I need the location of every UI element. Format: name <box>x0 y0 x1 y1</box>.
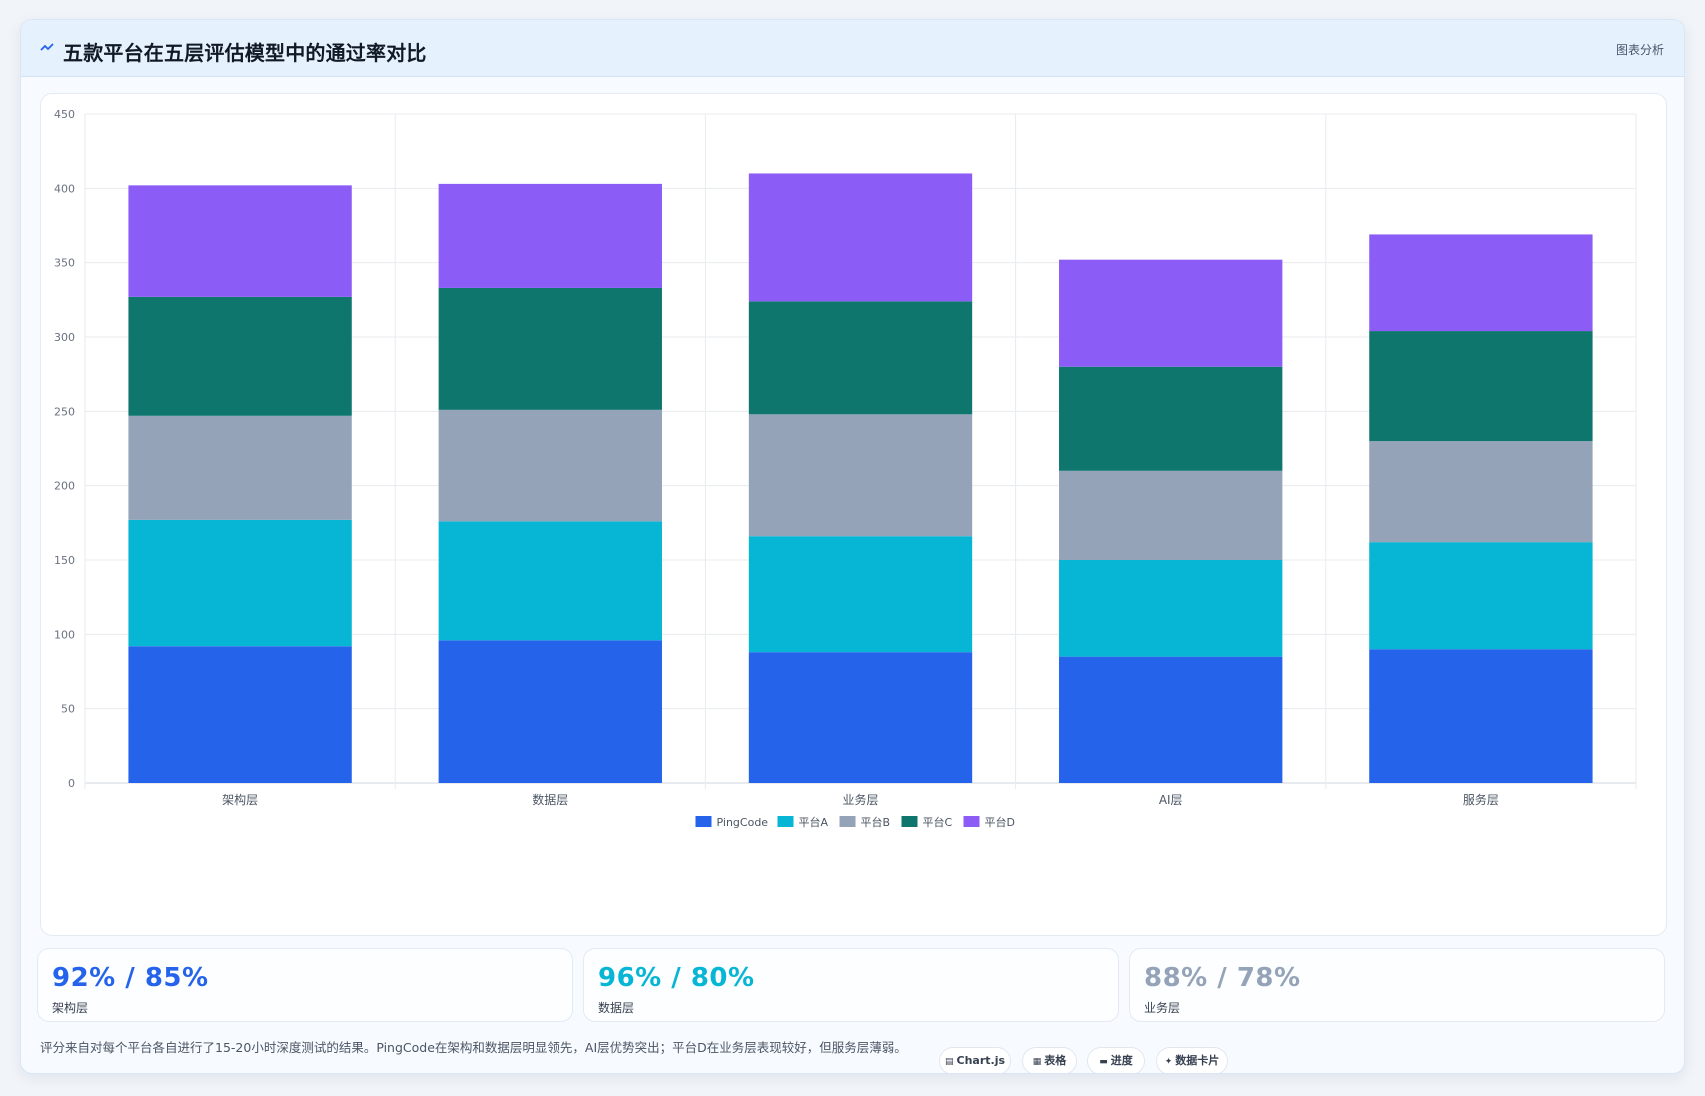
x-tick-label: 架构层 <box>222 792 258 807</box>
chart-card: 0 50 100 150 200 250 300 350 400 450 架构层 数据层 业务层 AI层 服… <box>40 93 1667 936</box>
bar-segment <box>128 646 352 783</box>
legend-swatch <box>695 816 712 827</box>
y-tick-label: 100 <box>54 628 75 641</box>
badge-progress[interactable]: ▬ 进度 <box>1087 1047 1145 1073</box>
bar-segment <box>1059 656 1283 783</box>
stat-label: 架构层 <box>52 1001 89 1015</box>
stat-value: 96% / 80% <box>598 963 755 993</box>
bar-segment <box>748 173 973 302</box>
chart-icon: ▤ <box>944 1057 954 1067</box>
y-tick-label: 50 <box>61 703 75 716</box>
y-tick-label: 250 <box>54 405 75 418</box>
x-tick-label: 数据层 <box>532 792 568 807</box>
bar-segment <box>128 519 352 647</box>
stat-value: 92% / 85% <box>52 963 209 993</box>
legend-label: 平台B <box>861 815 891 829</box>
bar-segment <box>128 415 352 520</box>
x-tick-label: AI层 <box>1159 793 1183 807</box>
bar-segment <box>1369 542 1593 650</box>
stat-card-data: 96% / 80% 数据层 <box>583 948 1119 1022</box>
bar-segment <box>1059 560 1283 657</box>
card-icon: ✦ <box>1164 1057 1173 1067</box>
stat-label: 数据层 <box>598 1001 635 1015</box>
bar-segment <box>438 521 662 641</box>
legend-swatch <box>901 816 918 827</box>
legend-swatch <box>963 816 980 827</box>
legend-swatch <box>777 816 794 827</box>
bar-segment <box>1059 366 1283 471</box>
y-tick-label: 300 <box>54 331 75 344</box>
panel-tag: 图表分析 <box>1615 43 1664 57</box>
stat-card-architecture: 92% / 85% 架构层 <box>37 948 573 1022</box>
legend-label: 平台A <box>799 815 829 829</box>
badge-label: Chart.js <box>956 1054 1006 1067</box>
y-tick-label: 200 <box>54 480 75 493</box>
panel-header: 五款平台在五层评估模型中的通过率对比 图表分析 <box>21 20 1684 77</box>
footnote: 评分来自对每个平台各自进行了15-20小时深度测试的结果。PingCode在架构… <box>40 1040 907 1055</box>
badge-chartjs[interactable]: ▤ Chart.js <box>939 1047 1011 1073</box>
trend-icon <box>40 42 54 54</box>
chart-panel: 五款平台在五层评估模型中的通过率对比 图表分析 0 50 100 150 200 250 3… <box>20 19 1685 1074</box>
page-title: 五款平台在五层评估模型中的通过率对比 <box>63 41 427 65</box>
stat-label: 业务层 <box>1144 1001 1181 1015</box>
bar-segment <box>1059 470 1283 560</box>
badge-label: 进度 <box>1110 1054 1133 1067</box>
bar-segment <box>748 414 973 537</box>
bar-segment <box>438 287 662 410</box>
stat-card-business: 88% / 78% 业务层 <box>1129 948 1665 1022</box>
bar-segment <box>438 640 662 783</box>
bar-segment <box>1369 331 1593 442</box>
bar-segment <box>128 296 352 416</box>
bar-segment <box>748 652 973 783</box>
bar-segment <box>1059 259 1283 367</box>
y-tick-label: 150 <box>54 554 75 567</box>
bar-segment <box>128 185 352 297</box>
bar-segment <box>1369 441 1593 543</box>
progress-icon: ▬ <box>1099 1057 1108 1067</box>
legend-label: 平台C <box>923 815 953 829</box>
legend-label: PingCode <box>717 816 769 829</box>
y-tick-label: 0 <box>68 777 75 790</box>
bar-segment <box>1369 234 1593 332</box>
bar-segment <box>748 301 973 415</box>
bar-segment <box>1369 649 1593 783</box>
bar-segment <box>438 183 662 288</box>
x-tick-label: 业务层 <box>842 792 878 807</box>
badge-label: 表格 <box>1044 1054 1067 1067</box>
bar-segment <box>438 409 662 522</box>
table-icon: ▦ <box>1032 1057 1042 1067</box>
badge-data-card[interactable]: ✦ 数据卡片 <box>1156 1047 1228 1073</box>
badge-table[interactable]: ▦ 表格 <box>1022 1047 1077 1073</box>
stacked-bar-chart: 0 50 100 150 200 250 300 350 400 450 架构层 数据层 业务层 AI层 服… <box>54 108 1637 829</box>
y-tick-label: 350 <box>54 257 75 270</box>
x-tick-label: 服务层 <box>1463 792 1499 807</box>
y-tick-label: 400 <box>54 182 75 195</box>
legend-swatch <box>839 816 856 827</box>
y-tick-label: 450 <box>54 108 75 121</box>
badge-label: 数据卡片 <box>1175 1054 1220 1067</box>
stat-value: 88% / 78% <box>1144 963 1301 993</box>
bar-segment <box>748 536 973 653</box>
legend-label: 平台D <box>985 815 1015 829</box>
